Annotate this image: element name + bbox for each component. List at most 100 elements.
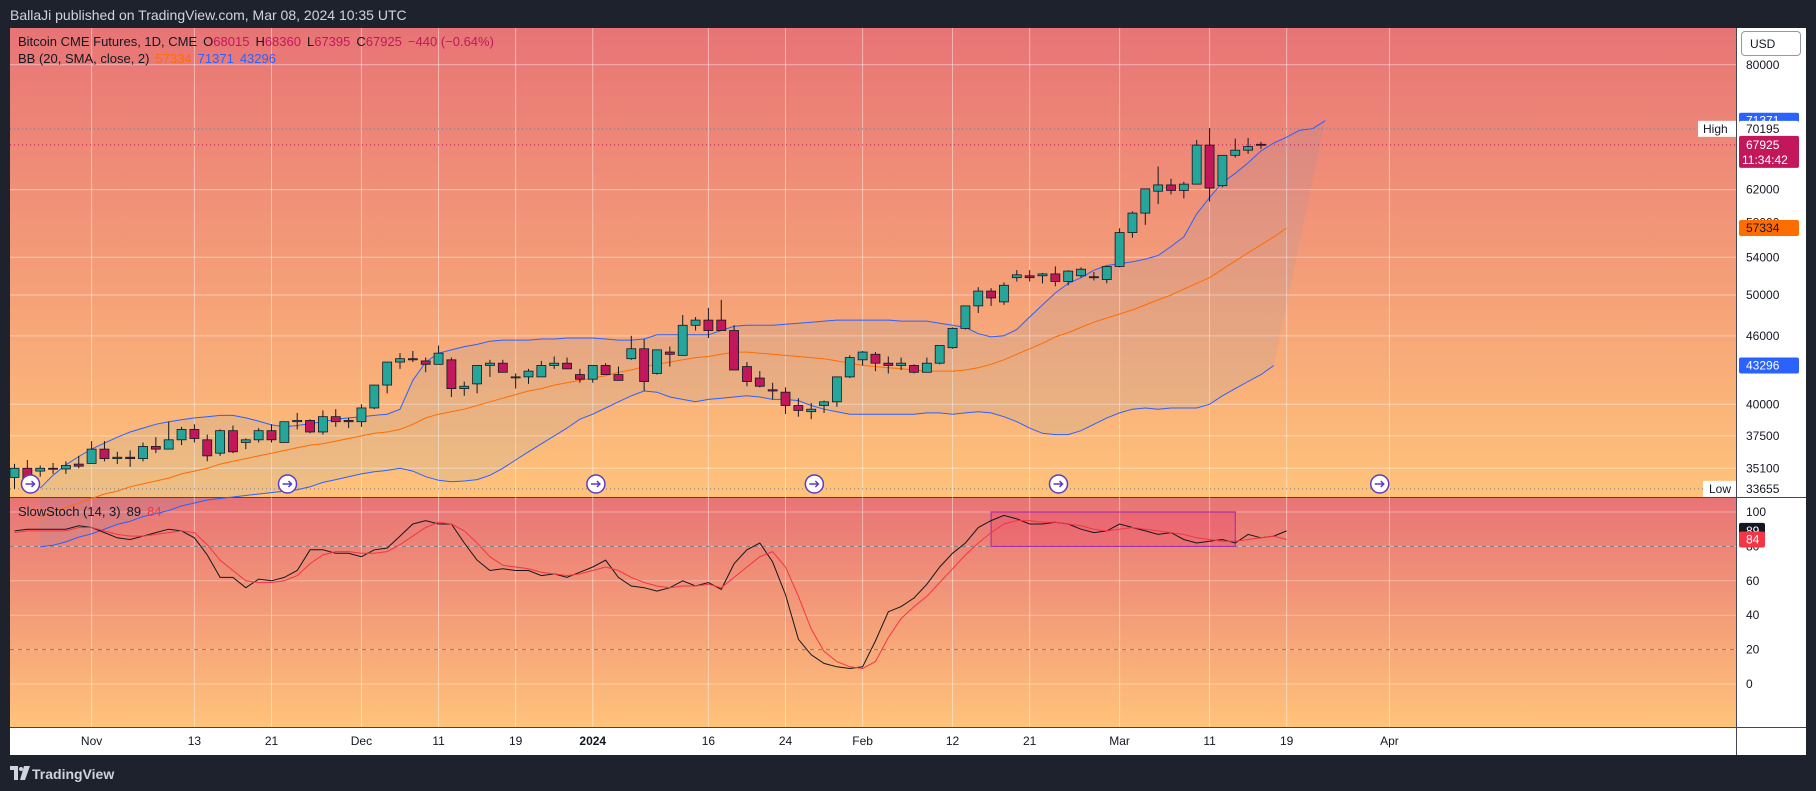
candle-body [664, 351, 675, 355]
candle-body [652, 349, 662, 374]
candle-body [407, 358, 418, 361]
time-tick-label: 21 [1023, 734, 1037, 748]
candle-body [729, 330, 739, 371]
price-tick-label: 35100 [1746, 461, 1780, 475]
candle-body [356, 407, 367, 423]
candle-body [240, 439, 251, 443]
legend-open-label: O [203, 34, 214, 49]
currency-button[interactable]: USD [1741, 31, 1801, 56]
event-markers [20, 474, 1390, 494]
time-tick-label: 24 [779, 734, 793, 748]
candle-body [317, 416, 328, 433]
time-tick-label: Dec [351, 734, 372, 748]
stoch-pane-background [10, 498, 1736, 727]
candle-body [600, 365, 611, 375]
candle-body [382, 361, 393, 386]
candle-body [703, 319, 714, 331]
event-marker-icon [804, 474, 825, 494]
candle-body [61, 465, 71, 470]
candle-body [163, 439, 174, 450]
legend-bb-title[interactable]: BB (20, SMA, close, 2) [18, 51, 150, 66]
time-axis-background [10, 727, 1736, 755]
candle-body [1153, 184, 1164, 192]
candle-body [1011, 274, 1022, 279]
bb-basis-line [40, 227, 1287, 518]
price-tick-label: 62000 [1746, 183, 1780, 197]
publisher-line: BallaJi published on TradingView.com, Ma… [10, 7, 407, 23]
time-tick-label: 19 [509, 734, 523, 748]
low-value-tag: 33655 [1746, 482, 1780, 496]
stoch-tick-label: 20 [1746, 643, 1760, 657]
candle-body [292, 420, 303, 423]
stoch-d-line [14, 520, 1287, 670]
price-tick-label: 40000 [1746, 397, 1780, 411]
candle-body [1050, 273, 1061, 282]
candle-body [176, 428, 187, 441]
price-tick-label: 37500 [1746, 429, 1780, 443]
candle-body [1166, 184, 1176, 191]
time-tick-label: Apr [1380, 734, 1399, 748]
bb-lower-tag: 43296 [1746, 358, 1780, 372]
legend-open-value: 68015 [213, 34, 250, 49]
low-label-bg [1703, 480, 1736, 497]
price-tick-label: 50000 [1746, 288, 1780, 302]
candle-body [613, 374, 624, 381]
chart-canvas[interactable]: Nov 13 21 Dec 11 19 2024 16 24 Feb 12 21 Mar 11 19 Apr 8… [10, 28, 1806, 755]
candle-body [1076, 268, 1086, 277]
time-tick-label: 11 [432, 734, 445, 748]
candle-body [138, 446, 148, 459]
candle-body [112, 456, 123, 459]
candle-body [716, 319, 727, 331]
candle-body [754, 377, 765, 387]
bb-basis-tag-bg [1739, 219, 1799, 236]
event-marker-arrow [809, 480, 820, 488]
price-tick-label: 54000 [1746, 250, 1780, 264]
countdown-tag: 11:34:42 [1742, 153, 1788, 167]
high-label: High [1703, 122, 1728, 136]
candle-body [1243, 146, 1253, 151]
candle-body [1256, 143, 1266, 146]
legend-low-label: L [306, 34, 315, 49]
candle-body [947, 328, 958, 349]
candle-body [896, 362, 907, 366]
event-marker-icon [20, 474, 41, 494]
candle-body [844, 357, 855, 378]
high-value-tag: 70195 [1746, 122, 1780, 136]
bb-fill [40, 120, 1326, 547]
candle-body [857, 351, 868, 361]
time-tick-label: Nov [81, 734, 102, 748]
time-tick-label: 11 [1203, 734, 1216, 748]
candle-body [1204, 144, 1215, 189]
candle-body [1127, 212, 1138, 233]
candle-body [934, 345, 945, 364]
price-tag-bg [1739, 135, 1799, 168]
candle-body [1178, 183, 1189, 191]
candle-body [1037, 273, 1048, 277]
stoch-d-tag-bg [1739, 531, 1765, 548]
legend-stoch-title[interactable]: SlowStoch (14, 3) [18, 504, 121, 519]
legend-high-label: H [255, 34, 265, 49]
event-marker-arrow [1053, 480, 1064, 488]
time-tick-label: Mar [1109, 734, 1130, 748]
candles [10, 128, 1266, 489]
candle-body [343, 420, 354, 423]
legend-low-value: 67395 [314, 34, 351, 49]
price-tag: 67925 [1746, 138, 1780, 152]
high-label-bg [1698, 120, 1736, 137]
legend-symbol[interactable]: Bitcoin CME Futures, 1D, CME [18, 34, 198, 49]
candle-body [523, 370, 534, 378]
stoch-tick-label: 0 [1746, 677, 1753, 691]
candle-body [472, 365, 483, 385]
candle-body [1024, 275, 1035, 279]
candle-body [1230, 149, 1241, 156]
candle-body [73, 463, 84, 467]
candle-body [883, 362, 894, 366]
candle-body [626, 348, 637, 360]
candle-body [86, 448, 97, 464]
legend-stoch-d: 84 [147, 504, 162, 519]
legend-high-value: 68360 [264, 34, 301, 49]
candle-body [677, 324, 688, 356]
event-marker-arrow [1374, 480, 1385, 488]
footer: TradingView [0, 755, 1816, 791]
event-marker-icon [586, 474, 606, 494]
